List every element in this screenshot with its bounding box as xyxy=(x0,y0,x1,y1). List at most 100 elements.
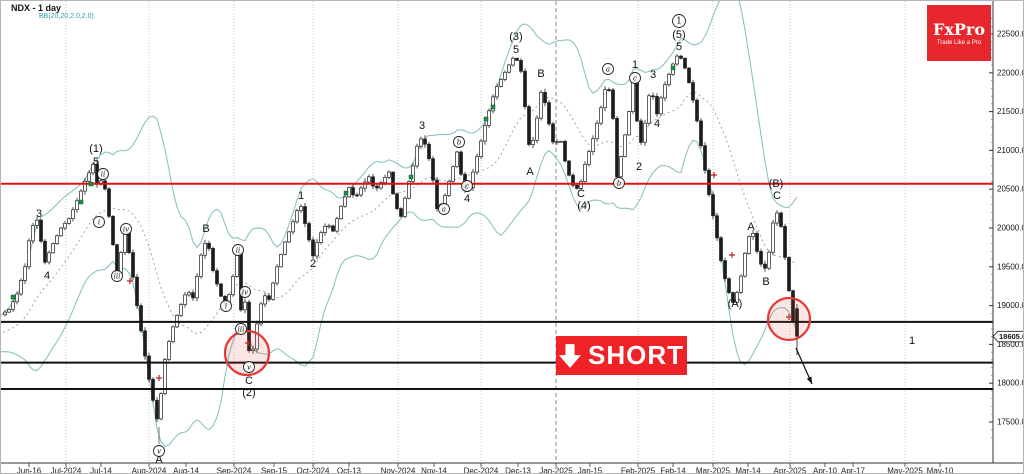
sell-marker-icon xyxy=(786,314,792,320)
date-tick-label: Apr-2025 xyxy=(774,467,807,474)
wave-label: 5 xyxy=(93,156,99,168)
date-tick-label: Sep-2024 xyxy=(217,467,252,474)
wave-label: (B) xyxy=(769,178,784,190)
wave-label: 2 xyxy=(310,258,316,270)
price-tick-label: 21000.00 xyxy=(997,146,1024,155)
svg-text:v: v xyxy=(157,448,161,456)
svg-text:c: c xyxy=(633,75,637,83)
wave-label: 2 xyxy=(636,161,642,173)
short-signal-banner: SHORT xyxy=(556,336,687,375)
wave-label: 3 xyxy=(650,69,656,81)
date-tick-label: Jan-15 xyxy=(578,467,603,474)
price-tick-label: 22500.00 xyxy=(997,30,1024,39)
wave-label: 5 xyxy=(513,44,519,56)
date-tick-label: Jul-14 xyxy=(90,467,112,474)
wave-label: (5) xyxy=(672,29,685,41)
date-tick-label: May-2025 xyxy=(887,467,923,474)
circled-wave-label: ii xyxy=(232,244,244,256)
svg-text:iv: iv xyxy=(123,226,129,234)
price-tick-label: 17500.00 xyxy=(997,418,1024,427)
circled-wave-label: b xyxy=(613,177,625,189)
sell-marker-icon xyxy=(729,252,735,258)
date-tick-label: Apr-10 xyxy=(813,467,838,474)
date-tick-label: Nov-2024 xyxy=(381,467,416,474)
indicator-legend[interactable]: BB(20,20,2.0,2.0) xyxy=(39,13,94,20)
circled-wave-label: i xyxy=(220,300,232,312)
wave-label: B xyxy=(537,68,544,80)
sell-marker-icon xyxy=(245,340,251,346)
wave-label: (3) xyxy=(509,31,522,43)
wave-label: 5 xyxy=(676,41,682,53)
wave-label: 1 xyxy=(298,190,304,202)
buy-marker-icon xyxy=(343,190,349,196)
wave-label: C xyxy=(245,375,253,387)
price-tick-label: 20500.00 xyxy=(997,185,1024,194)
wave-label: B xyxy=(762,276,769,288)
fxpro-logo-name: FxPro xyxy=(932,19,986,39)
wave-label: C xyxy=(577,188,585,200)
side-count-label: 1 xyxy=(909,335,915,347)
price-tick-label: 19500.00 xyxy=(997,262,1024,271)
wave-label: B xyxy=(202,223,209,235)
fxpro-logo-tagline: Trade Like a Pro xyxy=(936,39,982,46)
buy-marker-icon xyxy=(10,294,16,300)
svg-text:ii: ii xyxy=(236,247,240,255)
wave-label: A xyxy=(526,166,534,178)
svg-text:i: i xyxy=(225,303,227,311)
support-resistance-lines[interactable] xyxy=(1,182,993,390)
month-gridlines xyxy=(65,1,906,463)
down-arrow-icon xyxy=(559,343,581,368)
sell-marker-icon xyxy=(156,375,162,381)
date-tick-label: Mar-2025 xyxy=(696,467,731,474)
buy-marker-icon xyxy=(670,65,676,71)
svg-text:ii: ii xyxy=(101,171,105,179)
circled-wave-label: iv xyxy=(239,286,251,298)
svg-text:b: b xyxy=(617,180,622,188)
wave-label: C xyxy=(773,190,781,202)
price-tick-label: 18000.00 xyxy=(997,379,1024,388)
sell-marker-icon xyxy=(127,278,133,284)
time-axis[interactable]: Jun-16 Jul-2024 Jul-14 Aug-2024 Aug-14 Sep-20… xyxy=(1,462,1024,474)
svg-text:iv: iv xyxy=(242,289,248,297)
wave-label: (4) xyxy=(577,200,590,212)
date-tick-label: Apr-17 xyxy=(841,467,866,474)
circled-wave-label: c xyxy=(461,180,473,192)
trade-markers xyxy=(10,65,792,381)
circled-wave-label: a xyxy=(438,203,450,215)
wave-labels: (1)534BC(2)A1234(3)5BAC(4)1234(5)5AB(A)(… xyxy=(36,29,915,466)
date-tick-label: Sep-15 xyxy=(261,467,287,474)
fxpro-logo[interactable]: FxPro Trade Like a Pro xyxy=(927,5,991,61)
bollinger-bands xyxy=(1,1,798,447)
date-tick-label: Feb-2025 xyxy=(621,467,656,474)
candlesticks xyxy=(3,54,799,422)
circled-wave-label: iii xyxy=(235,323,247,335)
current-price-tag: 18605.00 xyxy=(992,330,1023,343)
wave-label: 4 xyxy=(44,270,50,282)
circled-wave-label: iii xyxy=(111,270,123,282)
circled-wave-label: iv xyxy=(120,223,132,235)
price-axis[interactable]: 22500.00 22000.00 21500.00 21000.00 20500.00… xyxy=(989,1,1024,463)
date-tick-label: May-10 xyxy=(927,467,954,474)
date-tick-label: Dec-2024 xyxy=(464,467,499,474)
date-tick-label: Oct-2024 xyxy=(297,467,330,474)
date-tick-label: Nov-14 xyxy=(421,467,447,474)
projection-arrow xyxy=(795,347,813,385)
svg-text:c: c xyxy=(465,183,469,191)
price-tick-label: 19000.00 xyxy=(997,301,1024,310)
highlight-circles xyxy=(223,296,812,377)
wave-label: 3 xyxy=(36,208,42,220)
date-tick-label: Aug-2024 xyxy=(132,467,167,474)
wave-label: 4 xyxy=(464,193,470,205)
date-tick-label: Oct-13 xyxy=(337,467,362,474)
date-tick-label: Mar-14 xyxy=(735,467,761,474)
circled-wave-label: v xyxy=(153,445,165,457)
buy-marker-icon xyxy=(78,199,84,205)
svg-text:a: a xyxy=(606,66,610,74)
wave-label: 1 xyxy=(632,59,638,71)
price-tick-label: 22000.00 xyxy=(997,68,1024,77)
price-tick-label: 21500.00 xyxy=(997,107,1024,116)
date-tick-label: Aug-14 xyxy=(173,467,199,474)
circled-wave-label: v xyxy=(243,361,255,373)
